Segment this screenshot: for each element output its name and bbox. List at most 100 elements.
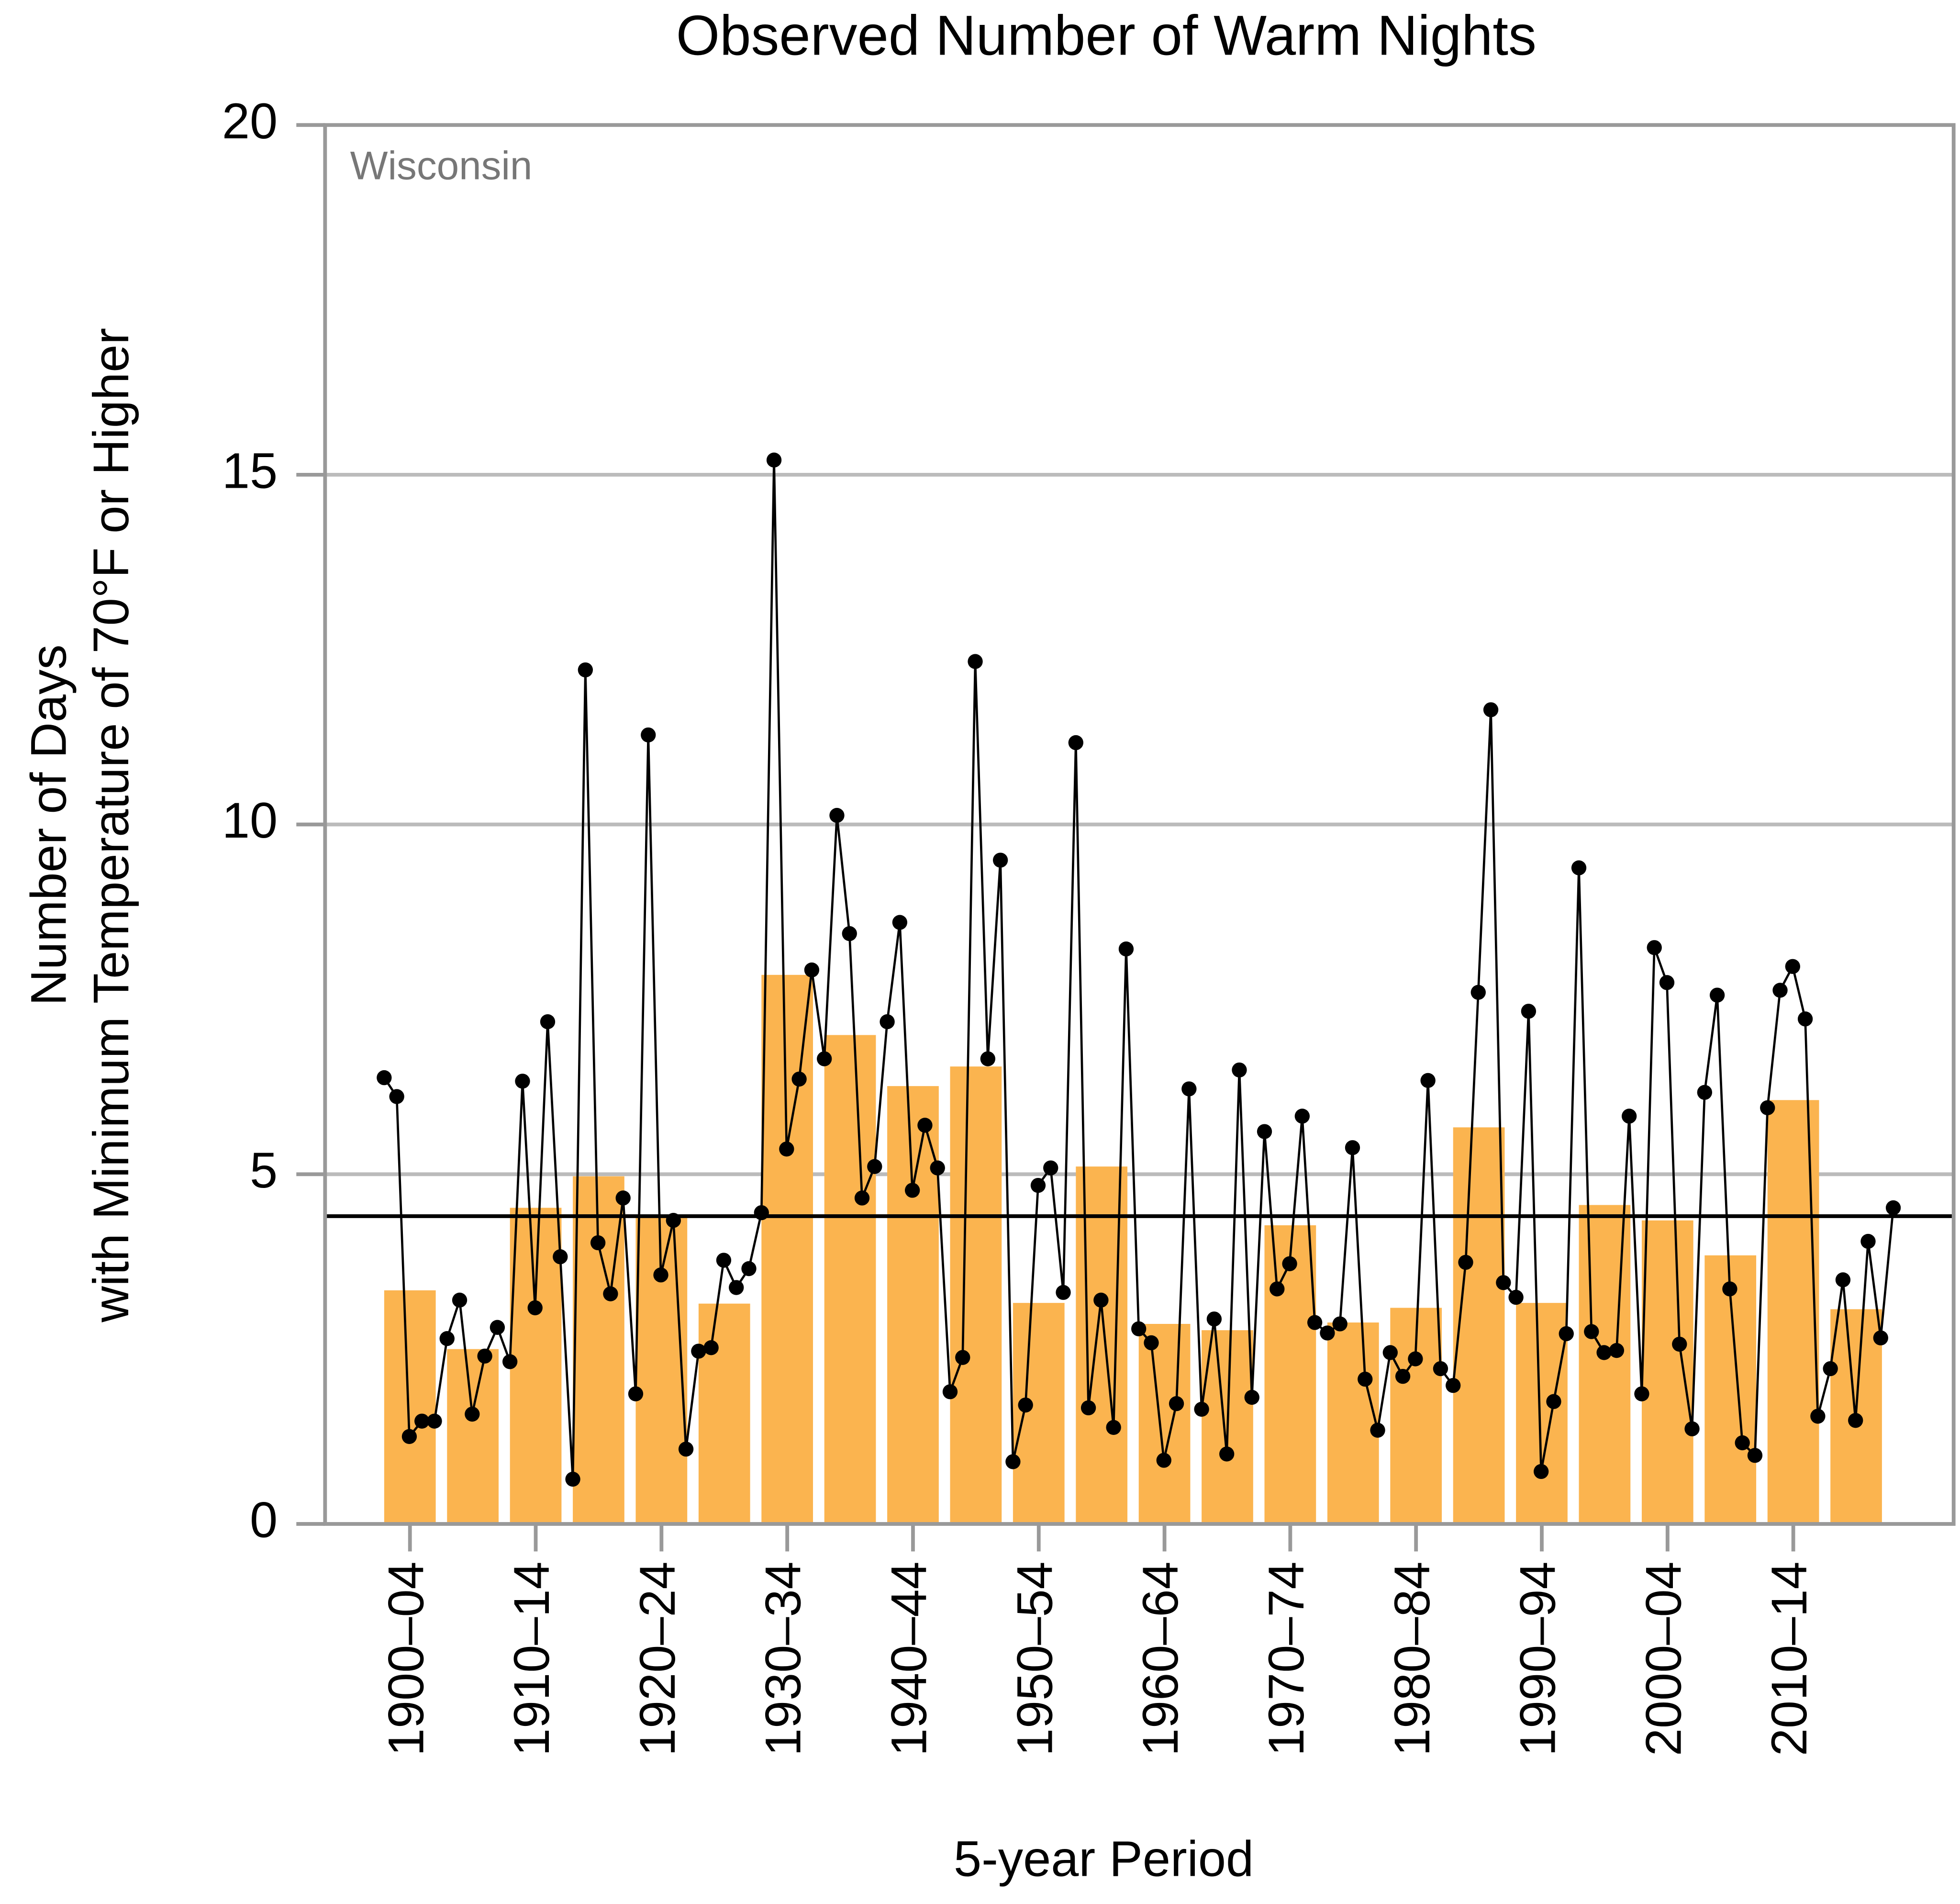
point bbox=[1659, 975, 1675, 990]
point bbox=[1018, 1397, 1033, 1413]
point bbox=[515, 1074, 530, 1089]
point bbox=[1144, 1335, 1159, 1351]
x-tick-label: 1910–14 bbox=[504, 1561, 560, 1756]
x-tick-label: 2010–14 bbox=[1761, 1561, 1817, 1756]
point bbox=[942, 1384, 958, 1400]
point bbox=[930, 1160, 945, 1176]
point bbox=[1835, 1272, 1851, 1288]
point bbox=[1508, 1289, 1524, 1305]
point bbox=[1785, 959, 1800, 974]
bar bbox=[1516, 1303, 1568, 1524]
point bbox=[1483, 702, 1499, 717]
point bbox=[653, 1267, 668, 1283]
y-tick-label: 0 bbox=[250, 1492, 278, 1548]
point bbox=[1282, 1256, 1297, 1272]
point bbox=[1521, 1004, 1537, 1019]
y-tick-label: 5 bbox=[250, 1142, 278, 1198]
point bbox=[892, 915, 908, 930]
point bbox=[968, 654, 983, 669]
point bbox=[1797, 1011, 1813, 1027]
point bbox=[490, 1320, 505, 1335]
point bbox=[377, 1070, 392, 1086]
x-tick-label: 1900–04 bbox=[378, 1561, 434, 1756]
point bbox=[477, 1348, 492, 1364]
point bbox=[1672, 1336, 1687, 1352]
point bbox=[1270, 1281, 1285, 1297]
point bbox=[1735, 1435, 1750, 1451]
point bbox=[590, 1235, 606, 1251]
point bbox=[1772, 983, 1788, 998]
point bbox=[766, 452, 782, 468]
point bbox=[729, 1280, 744, 1295]
point bbox=[1206, 1311, 1222, 1327]
point bbox=[678, 1441, 694, 1457]
point bbox=[1496, 1275, 1511, 1290]
point bbox=[791, 1071, 807, 1087]
x-tick-label: 2000–04 bbox=[1636, 1561, 1692, 1756]
point bbox=[1332, 1316, 1348, 1332]
point bbox=[389, 1089, 404, 1104]
point bbox=[955, 1350, 970, 1365]
point bbox=[703, 1340, 719, 1355]
point bbox=[1080, 1400, 1096, 1416]
point bbox=[904, 1183, 920, 1198]
point bbox=[1571, 860, 1587, 875]
point bbox=[1760, 1100, 1775, 1116]
point bbox=[1307, 1315, 1323, 1330]
y-tick-label: 20 bbox=[222, 93, 278, 149]
point bbox=[1458, 1254, 1473, 1270]
bar bbox=[1264, 1225, 1316, 1524]
point bbox=[439, 1331, 455, 1346]
point bbox=[829, 807, 845, 823]
y-tick-label: 10 bbox=[222, 793, 278, 849]
bar bbox=[510, 1208, 562, 1524]
point bbox=[1609, 1343, 1625, 1358]
point bbox=[1433, 1361, 1448, 1377]
y-axis-label: with Minimum Temperature of 70°F or High… bbox=[83, 328, 139, 1323]
point bbox=[465, 1406, 480, 1422]
point bbox=[1118, 941, 1134, 957]
point bbox=[691, 1344, 706, 1359]
point bbox=[1232, 1062, 1247, 1078]
point bbox=[867, 1159, 882, 1174]
point bbox=[1320, 1325, 1335, 1341]
x-tick-label: 1960–64 bbox=[1133, 1561, 1189, 1756]
point bbox=[1106, 1420, 1121, 1435]
point bbox=[1420, 1073, 1436, 1088]
point bbox=[1647, 940, 1662, 955]
point bbox=[1848, 1413, 1863, 1428]
point bbox=[1534, 1464, 1549, 1479]
point bbox=[1709, 987, 1725, 1003]
point bbox=[1697, 1085, 1713, 1100]
point bbox=[1546, 1394, 1561, 1409]
point bbox=[1257, 1124, 1272, 1139]
point bbox=[401, 1429, 417, 1444]
chart-title: Observed Number of Warm Nights bbox=[676, 4, 1537, 67]
bar bbox=[1767, 1100, 1819, 1524]
bar bbox=[1453, 1127, 1505, 1524]
x-axis-label: 5-year Period bbox=[954, 1831, 1254, 1887]
point bbox=[1068, 735, 1083, 750]
x-tick-label: 1940–44 bbox=[881, 1561, 937, 1756]
point bbox=[414, 1413, 430, 1429]
x-tick-label: 1920–24 bbox=[630, 1561, 686, 1756]
point bbox=[779, 1141, 794, 1157]
point bbox=[1860, 1233, 1876, 1249]
point bbox=[992, 852, 1008, 868]
y-axis-label: Number of Days bbox=[21, 645, 77, 1006]
point bbox=[754, 1205, 769, 1221]
point bbox=[1294, 1109, 1310, 1124]
point bbox=[1244, 1389, 1259, 1405]
point bbox=[1194, 1401, 1209, 1417]
point bbox=[1596, 1345, 1612, 1360]
bar bbox=[447, 1349, 499, 1524]
point bbox=[540, 1014, 556, 1030]
point bbox=[1370, 1422, 1385, 1438]
point bbox=[1156, 1453, 1171, 1468]
point bbox=[1823, 1361, 1838, 1377]
bar bbox=[761, 974, 813, 1524]
point bbox=[527, 1300, 543, 1316]
bar bbox=[887, 1086, 939, 1524]
